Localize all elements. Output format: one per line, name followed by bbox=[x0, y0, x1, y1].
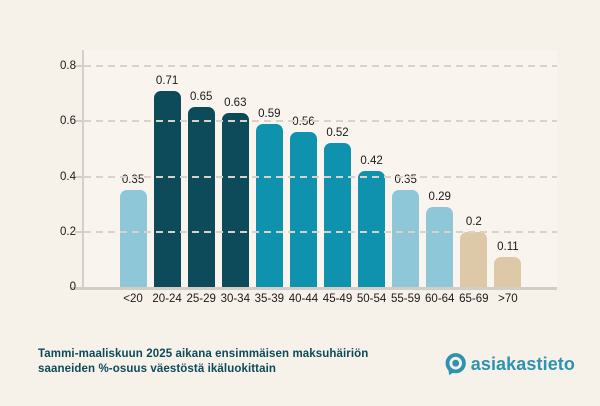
y-axis-tick bbox=[75, 175, 82, 178]
bars-group: 0.35 0.71 0.65 0.63 0.59 0.56 0.52 0.42 0.35 0.29… bbox=[116, 50, 525, 287]
x-axis-label-55-59: 55-59 bbox=[390, 293, 421, 305]
bar-cell-50-54: 0.42 bbox=[355, 50, 389, 287]
target-pin-icon bbox=[445, 353, 466, 376]
gridline-0.6 bbox=[84, 120, 557, 123]
bar-20-24 bbox=[153, 90, 181, 287]
y-axis-label-0.2: 0.2 bbox=[60, 225, 76, 238]
y-axis-label-0.8: 0.8 bbox=[60, 60, 76, 72]
bar-65-69 bbox=[460, 231, 488, 287]
bar-value-label-30-34: 0.63 bbox=[224, 96, 247, 109]
bar-cell-40-44: 0.56 bbox=[286, 50, 320, 287]
y-axis-tick bbox=[75, 120, 82, 123]
x-axis-line bbox=[70, 287, 557, 290]
bar-value-label-35-39: 0.59 bbox=[258, 108, 281, 121]
bar-cell-30-34: 0.63 bbox=[218, 50, 252, 287]
bar-value-label->70: 0.11 bbox=[497, 240, 519, 253]
bar-35-39 bbox=[255, 124, 283, 287]
x-axis-label-35-39: 35-39 bbox=[254, 293, 285, 305]
x-axis-label-40-44: 40-44 bbox=[288, 293, 319, 305]
bar-cell->70: 0.11 bbox=[491, 50, 525, 287]
bar-60-64 bbox=[426, 206, 454, 287]
gridline-0.8 bbox=[84, 65, 557, 67]
gridline-0.4 bbox=[84, 175, 557, 178]
bar-cell-<20: 0.35 bbox=[116, 50, 150, 287]
bar->70 bbox=[494, 256, 522, 287]
x-axis-label-25-29: 25-29 bbox=[186, 293, 216, 305]
bar-<20 bbox=[119, 190, 147, 287]
bar-value-label-25-29: 0.65 bbox=[190, 91, 213, 104]
logo-text: asiakastieto bbox=[470, 354, 575, 374]
bar-cell-35-39: 0.59 bbox=[252, 50, 286, 287]
x-axis-labels: <20 20-24 25-29 30-34 35-39 40-44 45-49 50-54 55… bbox=[116, 293, 525, 305]
bar-50-54 bbox=[358, 171, 386, 287]
asiakastieto-logo: asiakastieto bbox=[443, 352, 575, 377]
bar-value-label-20-24: 0.71 bbox=[155, 74, 179, 87]
y-axis-label-0.4: 0.4 bbox=[60, 170, 76, 183]
y-axis-label-0.6: 0.6 bbox=[60, 115, 76, 128]
caption-line-1: Tammi-maaliskuun 2025 aikana ensimmäisen… bbox=[38, 348, 369, 360]
bar-cell-65-69: 0.2 bbox=[457, 50, 491, 287]
bar-value-label-45-49: 0.52 bbox=[326, 127, 349, 140]
bar-cell-25-29: 0.65 bbox=[184, 50, 218, 287]
bar-cell-20-24: 0.71 bbox=[150, 50, 184, 287]
y-axis-line bbox=[82, 50, 84, 289]
x-axis-label-60-64: 60-64 bbox=[425, 293, 455, 305]
gridline-0.2 bbox=[84, 230, 557, 233]
bar-value-label-65-69: 0.2 bbox=[465, 215, 482, 228]
x-axis-label-20-24: 20-24 bbox=[152, 293, 182, 305]
y-axis-label-0: 0 bbox=[69, 281, 76, 293]
y-axis-tick bbox=[75, 65, 82, 67]
y-axis-tick bbox=[75, 230, 82, 233]
bar-55-59 bbox=[392, 190, 420, 287]
x-axis-label-50-54: 50-54 bbox=[356, 293, 387, 305]
bar-value-label-50-54: 0.42 bbox=[360, 154, 383, 167]
bar-45-49 bbox=[324, 143, 351, 287]
bar-cell-45-49: 0.52 bbox=[320, 50, 354, 287]
bar-value-label-60-64: 0.29 bbox=[428, 190, 451, 203]
bar-40-44 bbox=[289, 132, 317, 287]
x-axis-label-30-34: 30-34 bbox=[220, 293, 250, 305]
bar-30-34 bbox=[221, 113, 249, 287]
x-axis-label-65-69: 65-69 bbox=[459, 293, 489, 305]
x-axis-label-45-49: 45-49 bbox=[322, 293, 353, 305]
chart-caption: Tammi-maaliskuun 2025 aikana ensimmäisen… bbox=[38, 347, 368, 377]
bar-cell-55-59: 0.35 bbox=[389, 50, 423, 287]
x-axis-label->70: >70 bbox=[498, 293, 518, 305]
bar-value-label-40-44: 0.56 bbox=[292, 116, 315, 129]
bar-25-29 bbox=[187, 107, 215, 287]
caption-line-2: saaneiden %-osuus väestöstä ikäluokittai… bbox=[38, 363, 277, 375]
x-axis-label-<20: <20 bbox=[123, 293, 143, 305]
bar-cell-60-64: 0.29 bbox=[423, 50, 457, 287]
plot-area: 0.35 0.71 0.65 0.63 0.59 0.56 0.52 0.42 0.35 0.29… bbox=[82, 50, 557, 287]
